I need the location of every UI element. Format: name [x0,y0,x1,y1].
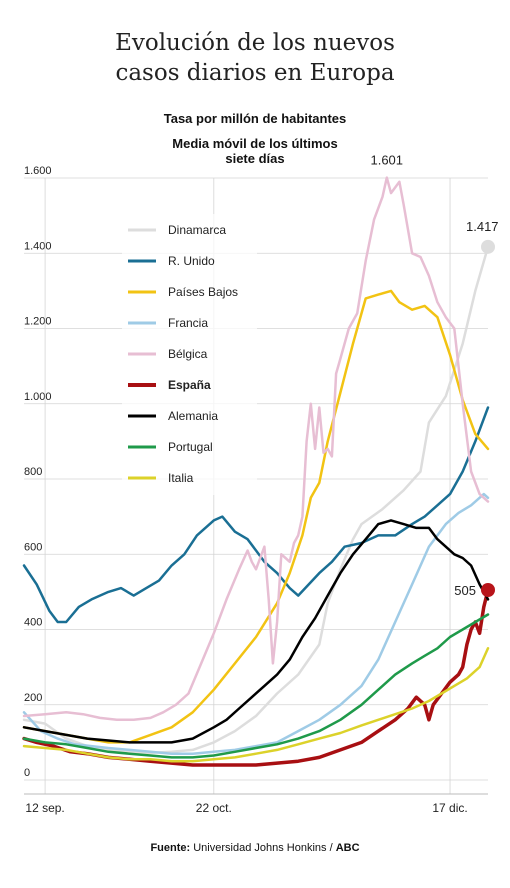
source-brand: ABC [335,842,360,854]
y-tick-label: 1.600 [24,165,52,177]
chart-subtitle-2-line-2: siete días [225,151,285,166]
legend-label: R. Unido [168,254,215,268]
annotation-belgica-peak: 1.601 [370,153,403,168]
y-tick-label: 600 [24,541,42,553]
annotation-dinamarca: 1.417 [466,219,499,234]
legend-label: Alemania [168,409,218,423]
x-tick-label: 22 oct. [196,801,232,815]
source-text: Universidad Johns Honkins / [193,842,333,854]
legend-label: Dinamarca [168,223,226,237]
chart-title-line-2: casos diarios en Europa [115,60,395,86]
legend-label: Portugal [168,440,213,454]
legend-label: Italia [168,471,194,485]
x-tick-label: 17 dic. [432,801,467,815]
chart-subtitle-2: Media móvil de los últimos siete días [160,136,350,166]
series-line [22,492,490,755]
y-tick-label: 0 [24,767,30,779]
end-marker-dinamarca [481,239,495,254]
chart-subtitle: Tasa por millón de habitantes [163,111,347,126]
source-label: Fuente: [150,842,191,854]
series-line [22,406,490,624]
source-credit: Fuente: Universidad Johns Honkins / ABC [0,842,510,854]
y-tick-label: 1.000 [24,391,52,403]
legend-label: España [168,378,211,392]
chart-title: Evolución de los nuevos casos diarios en… [0,28,510,88]
annotation-espana: 505 [454,583,476,598]
chart-subtitle-2-line-1: Media móvil de los últimos [172,136,338,151]
y-tick-label: 1.400 [24,240,52,252]
end-marker-espana [481,582,495,597]
series-line [22,613,490,759]
x-tick-label: 12 sep. [25,801,64,815]
legend-label: Francia [168,316,208,330]
series-line [22,176,490,722]
series-line [22,519,490,744]
series-line [22,245,490,755]
y-tick-label: 1.200 [24,316,52,328]
legend-label: Países Bajos [168,285,238,299]
legend-label: Bélgica [168,347,208,361]
y-tick-label: 400 [24,617,42,629]
series-line [22,647,490,763]
chart-title-line-1: Evolución de los nuevos [115,30,395,56]
y-tick-label: 200 [24,692,42,704]
y-tick-label: 800 [24,466,42,478]
